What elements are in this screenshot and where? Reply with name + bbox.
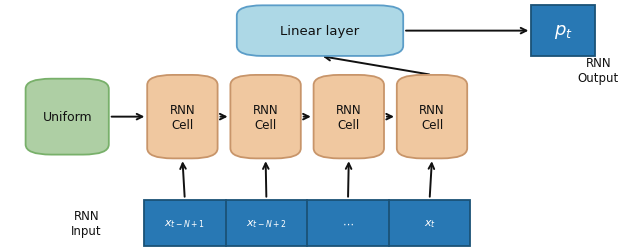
Text: $x_{t-N+1}$: $x_{t-N+1}$: [164, 217, 205, 229]
Bar: [531, 6, 595, 57]
FancyBboxPatch shape: [314, 76, 384, 159]
FancyBboxPatch shape: [397, 76, 467, 159]
Text: RNN
Cell: RNN Cell: [253, 103, 278, 131]
Text: RNN
Output: RNN Output: [578, 57, 619, 84]
Text: $p_t$: $p_t$: [554, 22, 573, 41]
Bar: [144, 200, 470, 246]
Text: Uniform: Uniform: [42, 111, 92, 124]
Text: $x_{t-N+2}$: $x_{t-N+2}$: [246, 217, 287, 229]
Text: $\cdots$: $\cdots$: [342, 218, 354, 228]
Text: $x_t$: $x_t$: [424, 217, 436, 229]
Text: RNN
Cell: RNN Cell: [336, 103, 362, 131]
FancyBboxPatch shape: [230, 76, 301, 159]
Text: RNN
Input: RNN Input: [71, 209, 102, 237]
Text: RNN
Cell: RNN Cell: [419, 103, 445, 131]
Text: Linear layer: Linear layer: [280, 25, 360, 38]
FancyBboxPatch shape: [147, 76, 218, 159]
FancyBboxPatch shape: [26, 79, 109, 155]
FancyBboxPatch shape: [237, 6, 403, 57]
Text: RNN
Cell: RNN Cell: [170, 103, 195, 131]
